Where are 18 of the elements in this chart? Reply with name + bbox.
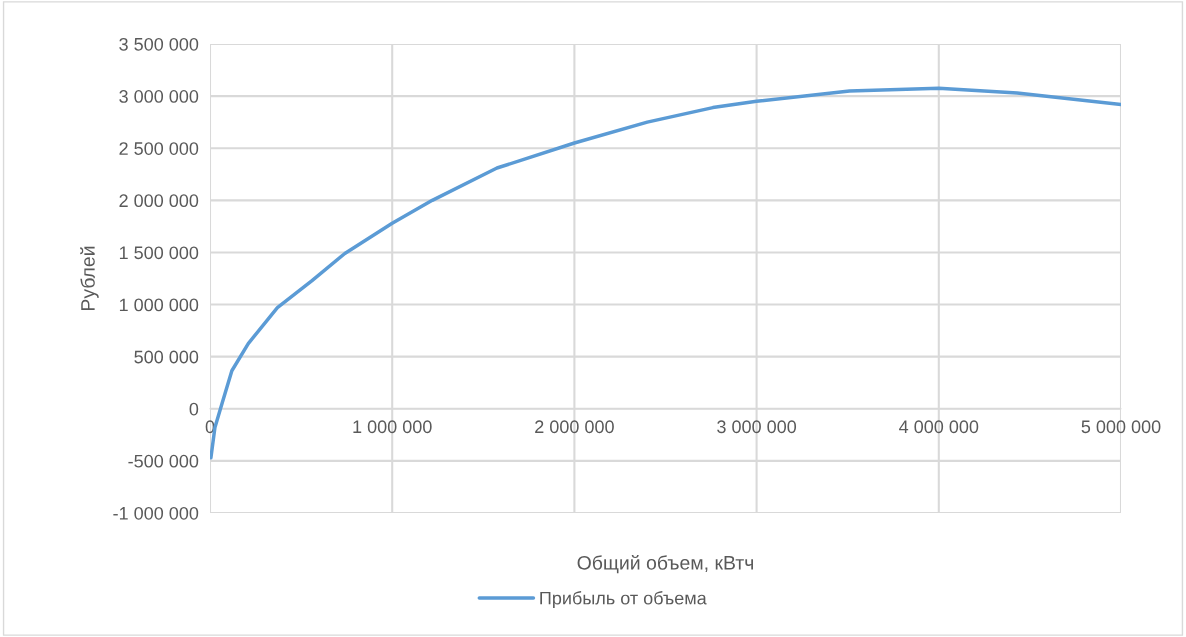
y-tick-label: 500 000	[134, 350, 199, 364]
y-tick-label: 3 500 000	[119, 37, 199, 51]
x-tick-label: 5 000 000	[1081, 420, 1161, 434]
y-tick-label: -500 000	[128, 454, 199, 468]
y-tick-label: 0	[189, 402, 199, 416]
y-tick-label: 1 000 000	[119, 298, 199, 312]
x-tick-label: 1 000 000	[353, 420, 432, 434]
x-tick-label: 3 000 000	[717, 420, 797, 434]
y-tick-label: 2 000 000	[119, 194, 199, 208]
x-axis-title: Общий объем, кВтч	[577, 555, 753, 574]
x-tick-label: 4 000 000	[899, 420, 979, 434]
y-tick-label: 2 500 000	[119, 142, 199, 155]
y-tick-label: 1 500 000	[119, 246, 199, 260]
y-tick-label: -1 000 000	[113, 506, 199, 520]
legend-label: Прибыль от объема	[540, 591, 707, 609]
y-tick-label: 3 000 000	[119, 90, 199, 103]
x-tick-label: 2 000 000	[535, 420, 614, 434]
y-axis-title: Рублей	[80, 246, 99, 310]
